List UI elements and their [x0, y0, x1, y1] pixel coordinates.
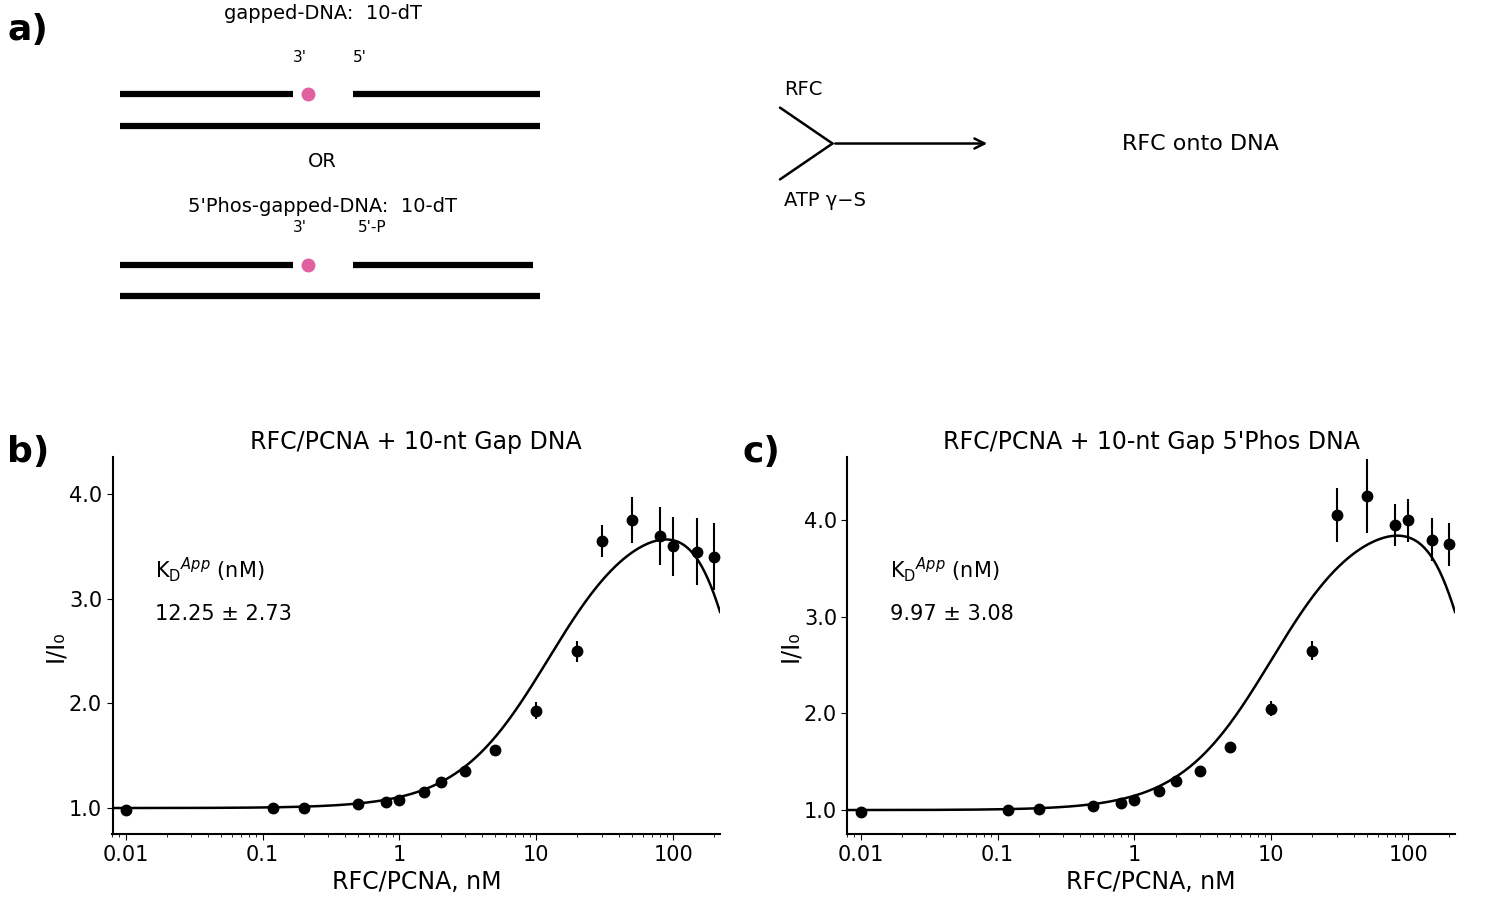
Text: 5': 5' — [352, 50, 368, 65]
Text: b): b) — [8, 435, 50, 469]
Text: OR: OR — [308, 152, 338, 171]
Text: 5'-P: 5'-P — [357, 221, 387, 235]
Text: 3': 3' — [292, 50, 308, 65]
Title: RFC/PCNA + 10-nt Gap DNA: RFC/PCNA + 10-nt Gap DNA — [251, 431, 582, 454]
Text: 9.97 ± 3.08: 9.97 ± 3.08 — [890, 605, 1014, 624]
Text: RFC: RFC — [784, 80, 824, 99]
Text: 5'Phos-gapped-DNA:  10-dT: 5'Phos-gapped-DNA: 10-dT — [188, 197, 458, 216]
Title: RFC/PCNA + 10-nt Gap 5'Phos DNA: RFC/PCNA + 10-nt Gap 5'Phos DNA — [944, 431, 1359, 454]
Y-axis label: I/I₀: I/I₀ — [778, 630, 802, 662]
Text: a): a) — [8, 13, 48, 48]
Text: K$_\mathregular{D}$$^{App}$ (nM): K$_\mathregular{D}$$^{App}$ (nM) — [154, 555, 264, 584]
Text: RFC onto DNA: RFC onto DNA — [1122, 134, 1278, 153]
Text: c): c) — [742, 435, 780, 469]
X-axis label: RFC/PCNA, nM: RFC/PCNA, nM — [332, 870, 501, 894]
Text: 3': 3' — [292, 221, 308, 235]
Text: ATP γ−S: ATP γ−S — [784, 191, 867, 210]
Text: gapped-DNA:  10-dT: gapped-DNA: 10-dT — [224, 4, 422, 23]
Text: 12.25 ± 2.73: 12.25 ± 2.73 — [154, 605, 292, 624]
Y-axis label: I/I₀: I/I₀ — [44, 630, 68, 662]
Text: K$_\mathregular{D}$$^{App}$ (nM): K$_\mathregular{D}$$^{App}$ (nM) — [890, 555, 999, 584]
X-axis label: RFC/PCNA, nM: RFC/PCNA, nM — [1066, 870, 1236, 894]
